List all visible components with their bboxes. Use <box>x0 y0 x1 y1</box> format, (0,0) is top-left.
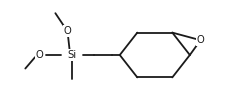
Text: O: O <box>196 35 203 45</box>
Text: O: O <box>36 50 43 60</box>
Text: O: O <box>64 26 71 36</box>
Text: Si: Si <box>68 50 76 60</box>
